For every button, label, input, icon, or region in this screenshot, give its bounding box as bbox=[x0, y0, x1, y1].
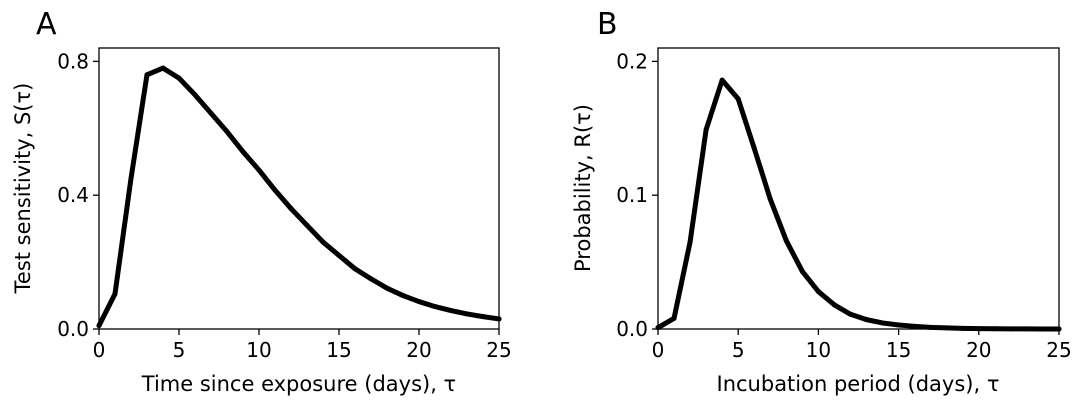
panel-b-y-tick-label: 0.0 bbox=[616, 317, 648, 341]
panel-a-y-ticks: 0.0 0.4 0.8 bbox=[57, 49, 99, 341]
panel-a-data-point bbox=[112, 291, 118, 297]
panel-b-data-point bbox=[815, 289, 821, 295]
panel-a-y-tick-label: 0.4 bbox=[57, 183, 89, 207]
panel-b-data-point bbox=[703, 127, 709, 133]
panel-b-x-axis-label: Incubation period (days), τ bbox=[717, 372, 1000, 396]
panel-a-data-point bbox=[352, 266, 358, 272]
panel-a-x-tick-label: 10 bbox=[246, 338, 271, 362]
panel-b-axes bbox=[657, 47, 1060, 330]
panel-b-data-point bbox=[1040, 326, 1046, 332]
panel-b-data-point bbox=[735, 96, 741, 102]
panel-a-data-point bbox=[240, 149, 246, 155]
panel-a-data-point bbox=[272, 187, 278, 193]
panel-b-data-point bbox=[719, 77, 725, 83]
panel-b-data-point bbox=[687, 239, 693, 245]
panel-a-data-point bbox=[416, 299, 422, 305]
panel-b-points bbox=[655, 77, 1062, 332]
panel-b-data-point bbox=[831, 302, 837, 308]
panel-b-data-point bbox=[799, 268, 805, 274]
panel-a-data-point bbox=[368, 276, 374, 282]
panel-b-series-line bbox=[655, 77, 1062, 332]
panel-letter-a: A bbox=[36, 7, 57, 42]
panel-a-data-point bbox=[160, 65, 166, 71]
panel-b-data-point bbox=[751, 145, 757, 151]
panel-a-y-tick-label: 0.8 bbox=[57, 49, 89, 73]
panel-b-data-point bbox=[1008, 326, 1014, 332]
panel-b-data-point bbox=[896, 322, 902, 328]
panel-a-data-point bbox=[480, 314, 486, 320]
panel-a-data-point bbox=[192, 92, 198, 98]
panel-a-data-point bbox=[128, 175, 134, 181]
panel-a-data-point bbox=[144, 72, 150, 78]
panel-b-x-tick-label: 5 bbox=[732, 338, 745, 362]
panel-b-y-tick-label: 0.1 bbox=[616, 183, 648, 207]
panel-b-x-tick-label: 20 bbox=[966, 338, 991, 362]
panel-b-data-point bbox=[767, 196, 773, 202]
panel-letter-b: B bbox=[597, 7, 618, 42]
panel-a-y-axis-label: Test sensitivity, S(τ) bbox=[11, 83, 35, 295]
panel-a-data-point bbox=[496, 316, 502, 322]
panel-b-y-ticks: 0.0 0.1 0.2 bbox=[616, 49, 658, 341]
panel-b-data-point bbox=[976, 326, 982, 332]
panel-b-x-tick-label: 0 bbox=[652, 338, 665, 362]
panel-a-x-tick-label: 0 bbox=[93, 338, 106, 362]
panel-b-data-point bbox=[783, 238, 789, 244]
panel-b-data-point bbox=[864, 317, 870, 323]
panel-b-data-point bbox=[1056, 326, 1062, 332]
panel-b-data-point bbox=[944, 325, 950, 331]
panel-b-data-point bbox=[928, 324, 934, 330]
panel-a-data-point bbox=[320, 239, 326, 245]
panel-b-x-tick-label: 10 bbox=[806, 338, 831, 362]
panel-a-data-point bbox=[336, 252, 342, 258]
panel-b-y-tick-label: 0.2 bbox=[616, 49, 648, 73]
panel-a-x-tick-label: 5 bbox=[173, 338, 186, 362]
panel-a-data-point bbox=[464, 311, 470, 317]
panel-a-data-point bbox=[176, 75, 182, 81]
panel-b-data-point bbox=[960, 325, 966, 331]
panel-b-x-ticks: 0 5 10 15 20 25 bbox=[652, 329, 1072, 362]
panel-a-y-tick-label: 0.0 bbox=[57, 317, 89, 341]
panel-b-data-point bbox=[912, 323, 918, 329]
panel-b-data-point bbox=[880, 320, 886, 326]
panel-b-y-axis-label: Probability, R(τ) bbox=[571, 104, 595, 272]
panel-b-data-point bbox=[992, 326, 998, 332]
panel-a-data-point bbox=[96, 323, 102, 329]
panel-a-data-point bbox=[448, 308, 454, 314]
panel-b-data-point bbox=[847, 311, 853, 317]
panel-a-points bbox=[96, 65, 502, 329]
panel-a-x-axis-label: Time since exposure (days), τ bbox=[141, 372, 456, 396]
panel-a-data-point bbox=[208, 110, 214, 116]
panel-a-data-point bbox=[256, 167, 262, 173]
panel-a-x-tick-label: 20 bbox=[406, 338, 431, 362]
panel-a-x-ticks: 0 5 10 15 20 25 bbox=[93, 329, 512, 362]
panel-a-data-point bbox=[384, 285, 390, 291]
panel-b-x-tick-label: 25 bbox=[1046, 338, 1071, 362]
panel-b-x-tick-label: 15 bbox=[886, 338, 911, 362]
panel-a-axes bbox=[98, 47, 500, 330]
panel-a-data-point bbox=[288, 206, 294, 212]
panel-b-data-point bbox=[1024, 326, 1030, 332]
panel-a-x-tick-label: 15 bbox=[326, 338, 351, 362]
panel-b-data-point bbox=[655, 325, 661, 331]
panel-a-series-line bbox=[96, 65, 502, 329]
panel-a-x-tick-label: 25 bbox=[486, 338, 511, 362]
panel-a-data-point bbox=[304, 222, 310, 228]
panel-a-data-point bbox=[224, 129, 230, 135]
panel-a-data-point bbox=[432, 304, 438, 310]
panel-a: A 0 5 10 15 20 25 0.0 0.4 0.8 Time since exposu… bbox=[11, 7, 512, 396]
panel-a-data-point bbox=[400, 293, 406, 299]
panel-b: B 0 5 10 15 20 25 0.0 0.1 0.2 Incubation period… bbox=[571, 7, 1072, 396]
panel-b-data-point bbox=[671, 315, 677, 321]
